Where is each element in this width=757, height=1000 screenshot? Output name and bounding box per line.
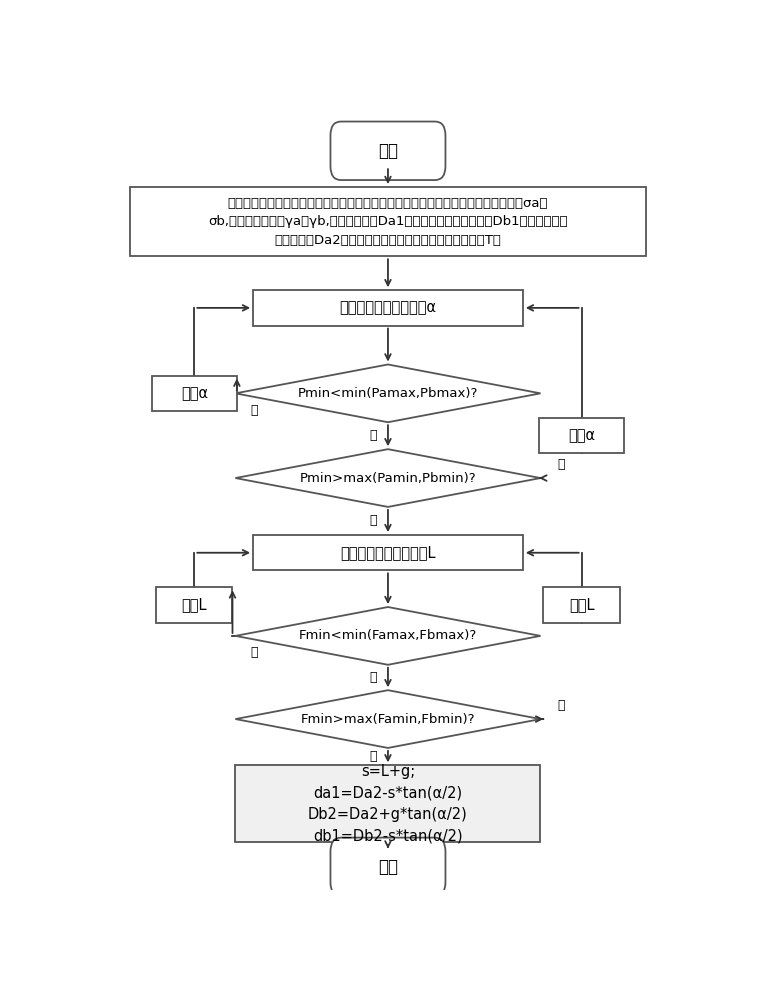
Text: 初步确定两锥面角度为α: 初步确定两锥面角度为α: [339, 300, 437, 315]
Text: 结束: 结束: [378, 858, 398, 876]
FancyBboxPatch shape: [331, 838, 445, 896]
Polygon shape: [235, 449, 540, 507]
Polygon shape: [235, 364, 540, 422]
Text: 否: 否: [251, 404, 258, 417]
Bar: [544, 587, 620, 623]
Text: 增大L: 增大L: [182, 598, 207, 613]
Bar: [130, 187, 646, 256]
Bar: [152, 376, 237, 411]
Bar: [156, 587, 232, 623]
Text: 否: 否: [557, 458, 565, 471]
Bar: [253, 290, 523, 326]
Text: 是: 是: [369, 671, 377, 684]
Text: Fmin>max(Famin,Fbmin)?: Fmin>max(Famin,Fbmin)?: [301, 713, 475, 726]
FancyBboxPatch shape: [331, 122, 445, 180]
Bar: [539, 418, 624, 453]
Text: 初步确定两结合面长度L: 初步确定两结合面长度L: [340, 545, 436, 560]
Text: 否: 否: [251, 646, 258, 659]
Bar: [253, 535, 523, 570]
Text: Pmin>max(Pamin,Pbmin)?: Pmin>max(Pamin,Pbmin)?: [300, 472, 476, 485]
Text: Fmin<min(Famax,Fbmax)?: Fmin<min(Famax,Fbmax)?: [299, 629, 477, 642]
Text: 根据轴承布置和结构设计特点，确定主轴、增速齿轮笱输入轴材料，屈服强度分别为σa、
σb,安全系数分别为γa、γb,确定主轴外径Da1，增速齿轮笱输入轴内径Db1: 根据轴承布置和结构设计特点，确定主轴、增速齿轮笱输入轴材料，屈服强度分别为σa、…: [208, 197, 568, 247]
Text: 是: 是: [369, 750, 377, 763]
Text: s=L+g;
da1=Da2-s*tan(α/2)
Db2=Da2+g*tan(α/2)
db1=Db2-s*tan(α/2): s=L+g; da1=Da2-s*tan(α/2) Db2=Da2+g*tan(…: [308, 764, 468, 844]
Bar: [235, 765, 540, 842]
Text: 增大α: 增大α: [568, 428, 595, 443]
Text: 减小α: 减小α: [181, 386, 208, 401]
Polygon shape: [235, 607, 540, 665]
Text: Pmin<min(Pamax,Pbmax)?: Pmin<min(Pamax,Pbmax)?: [298, 387, 478, 400]
Text: 是: 是: [369, 429, 377, 442]
Polygon shape: [235, 690, 540, 748]
Text: 开始: 开始: [378, 142, 398, 160]
Text: 是: 是: [369, 514, 377, 527]
Text: 减小L: 减小L: [569, 598, 594, 613]
Text: 否: 否: [557, 699, 565, 712]
